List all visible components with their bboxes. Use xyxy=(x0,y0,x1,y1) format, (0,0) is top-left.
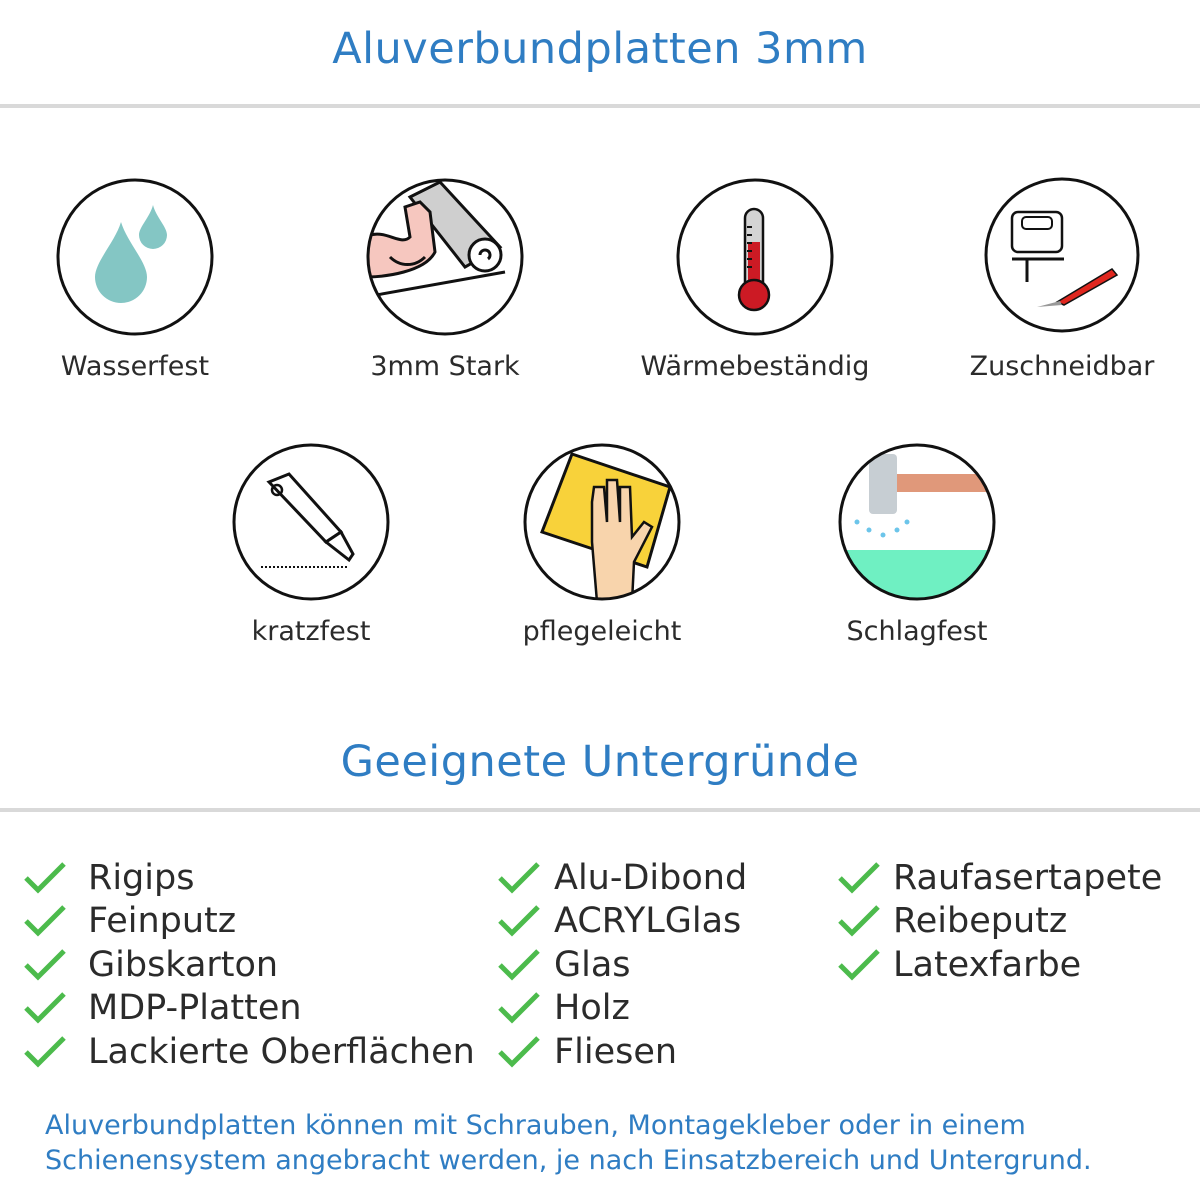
feature-label: Wasserfest xyxy=(60,351,210,382)
footer-note: Aluverbundplatten können mit Schrauben, … xyxy=(45,1108,1092,1178)
divider xyxy=(0,808,1200,812)
substrate-item: ACRYLGlas xyxy=(498,900,747,944)
substrate-item: Reibeputz xyxy=(838,900,1162,944)
section-title-substrates: Geeignete Untergründe xyxy=(340,737,860,787)
substrate-label: Reibeputz xyxy=(893,901,1068,942)
substrate-list-1: Rigips Feinputz Gibskarton MDP-Platten Lacki… xyxy=(24,856,475,1074)
substrate-label: Fliesen xyxy=(554,1031,678,1072)
check-icon xyxy=(838,861,880,894)
check-icon xyxy=(838,948,880,981)
check-icon xyxy=(24,905,66,937)
feature-label: Wärmebeständig xyxy=(640,351,870,382)
substrate-item: Holz xyxy=(498,987,747,1031)
substrate-item: Glas xyxy=(498,943,747,987)
substrate-label: Glas xyxy=(554,944,631,985)
box-cutter-icon xyxy=(232,443,390,601)
check-icon xyxy=(498,1035,540,1068)
feature-label: kratzfest xyxy=(251,616,371,647)
substrate-item: Fliesen xyxy=(498,1030,747,1074)
water-drops-icon xyxy=(56,178,214,336)
substrate-item: Lackierte Oberflächen xyxy=(24,1030,475,1074)
feature-pflegeleicht: pflegeleicht xyxy=(452,442,752,647)
footer-line: Aluverbundplatten können mit Schrauben, … xyxy=(45,1110,1026,1141)
feature-zuschneidbar: Zuschneidbar xyxy=(912,177,1200,382)
feature-schlagfest: Schlagfest xyxy=(767,442,1067,647)
check-icon xyxy=(24,992,66,1024)
substrate-label: Latexfarbe xyxy=(893,944,1082,985)
substrate-list-2: Alu-Dibond ACRYLGlas Glas Holz Fliesen xyxy=(498,856,747,1074)
feature-label: Schlagfest xyxy=(846,616,988,647)
check-icon xyxy=(498,905,540,937)
substrate-label: Alu-Dibond xyxy=(554,857,748,898)
feature-label: Zuschneidbar xyxy=(969,351,1155,382)
substrate-item: Feinputz xyxy=(24,900,475,944)
hand-sponge-icon xyxy=(523,443,681,601)
substrate-label: Lackierte Oberflächen xyxy=(88,1031,475,1072)
check-icon xyxy=(24,861,66,894)
hammer-impact-icon xyxy=(838,443,996,601)
check-icon xyxy=(498,861,540,894)
feature-kratzfest: kratzfest xyxy=(161,442,461,647)
feature-label: 3mm Stark xyxy=(370,351,520,382)
check-icon xyxy=(24,948,66,981)
substrate-item: Gibskarton xyxy=(24,943,475,987)
substrate-label: MDP-Platten xyxy=(88,988,302,1029)
substrate-item: Rigips xyxy=(24,856,475,900)
feature-label: pflegeleicht xyxy=(522,616,682,647)
substrate-label: Rigips xyxy=(88,857,195,898)
thermometer-icon xyxy=(676,178,834,336)
feature-waermebestaendig: Wärmebeständig xyxy=(605,177,905,382)
substrate-label: Raufasertapete xyxy=(893,857,1163,898)
substrate-item: MDP-Platten xyxy=(24,987,475,1031)
substrate-item: Alu-Dibond xyxy=(498,856,747,900)
check-icon xyxy=(24,1035,66,1068)
feature-3mm-stark: 3mm Stark xyxy=(295,177,595,382)
substrate-label: Gibskarton xyxy=(88,944,279,985)
feature-wasserfest: Wasserfest xyxy=(0,177,285,382)
jigsaw-cutter-icon xyxy=(984,177,1140,333)
page-title: Aluverbundplatten 3mm xyxy=(332,24,868,74)
check-icon xyxy=(838,905,880,937)
strong-arm-icon xyxy=(366,178,524,336)
divider xyxy=(0,104,1200,108)
substrate-label: Feinputz xyxy=(88,901,237,942)
substrate-label: ACRYLGlas xyxy=(554,901,742,942)
check-icon xyxy=(498,992,540,1024)
check-icon xyxy=(498,948,540,981)
substrate-list-3: Raufasertapete Reibeputz Latexfarbe xyxy=(838,856,1162,987)
substrate-item: Raufasertapete xyxy=(838,856,1162,900)
footer-line: Schienensystem angebracht werden, je nac… xyxy=(45,1145,1092,1176)
substrate-label: Holz xyxy=(554,988,630,1029)
substrate-item: Latexfarbe xyxy=(838,943,1162,987)
